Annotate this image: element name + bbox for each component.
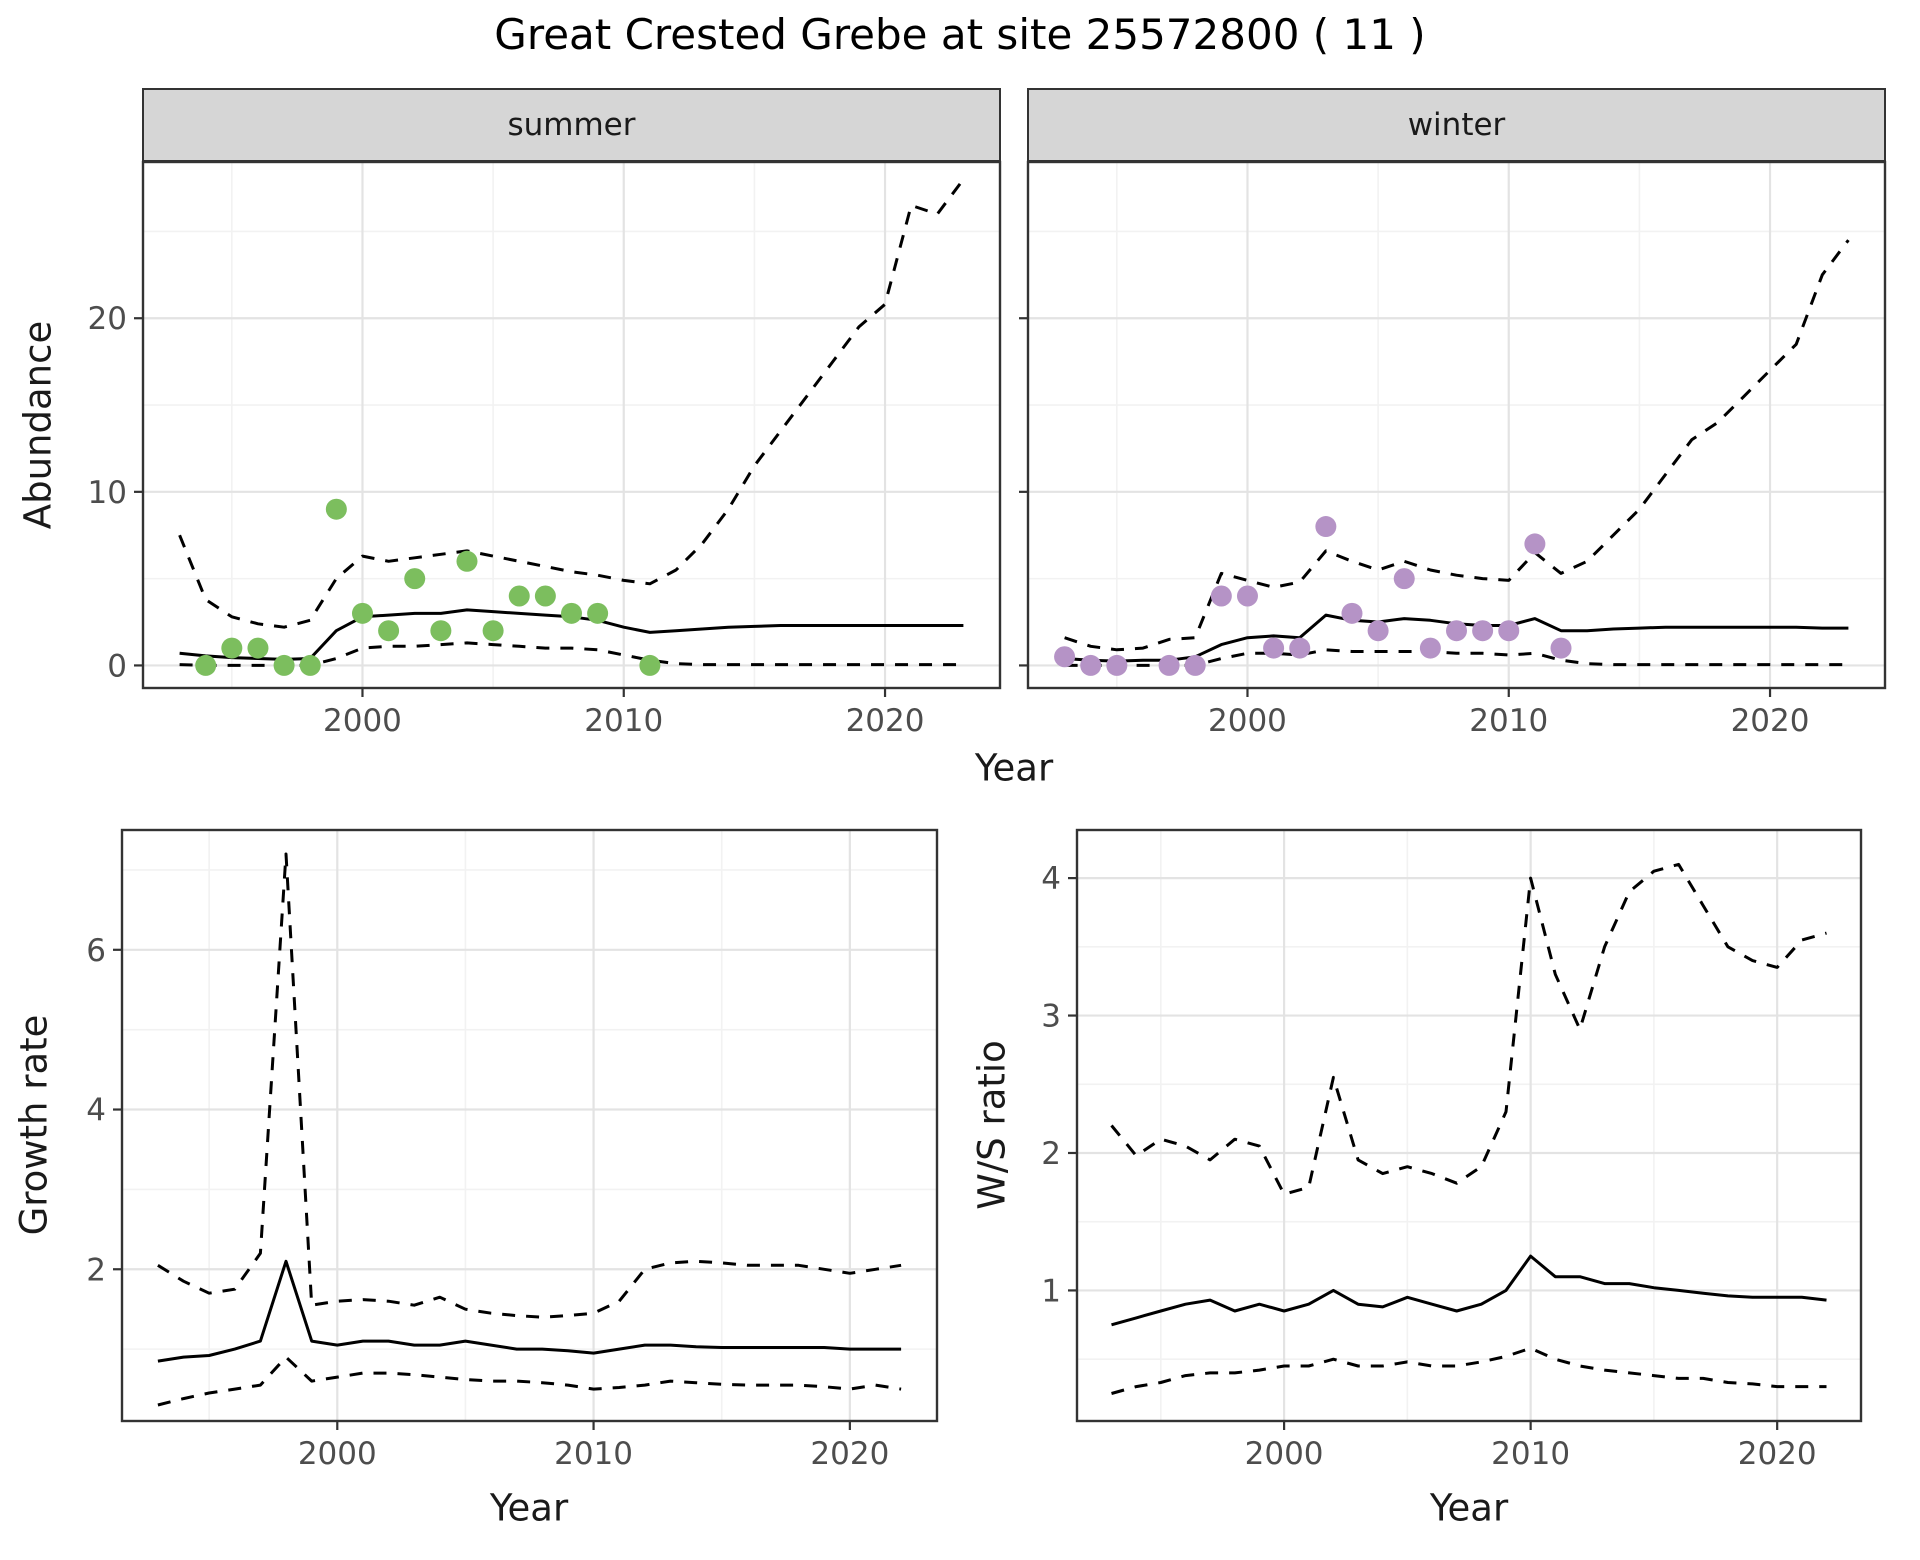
- svg-text:2: 2: [86, 1252, 106, 1288]
- svg-text:4: 4: [86, 1093, 106, 1129]
- svg-text:3: 3: [1041, 999, 1061, 1035]
- svg-text:4: 4: [1041, 861, 1061, 897]
- growth-rate-plot: 2000 2010 2020 2 4 6: [86, 828, 939, 1472]
- facet-strip-summer: summer: [142, 88, 1001, 162]
- facet-strip-winter: winter: [1027, 88, 1886, 162]
- summer-abundance-plot: 2000 2010 2020 0 10 20: [88, 160, 1002, 739]
- ws-year-axis-title: Year: [1429, 1486, 1509, 1530]
- growth-axis-title: Growth rate: [12, 1014, 56, 1236]
- growth-year-axis-title: Year: [489, 1486, 569, 1530]
- svg-text:2000: 2000: [323, 703, 402, 739]
- svg-text:2020: 2020: [810, 1436, 889, 1472]
- facet-strip-summer-label: summer: [507, 107, 636, 143]
- svg-text:6: 6: [86, 933, 106, 969]
- facet-strip-winter-label: winter: [1407, 107, 1506, 143]
- svg-text:2000: 2000: [1208, 703, 1287, 739]
- ws-axis-title: W/S ratio: [970, 1040, 1014, 1210]
- chart-title: Great Crested Grebe at site 25572800 ( 1…: [494, 10, 1426, 59]
- svg-text:2020: 2020: [846, 703, 925, 739]
- winter-abundance-plot: 2000 2010 2020: [1019, 160, 1887, 739]
- svg-text:1: 1: [1041, 1273, 1061, 1309]
- top-year-axis-title: Year: [974, 746, 1054, 790]
- svg-text:2020: 2020: [1738, 1436, 1817, 1472]
- svg-text:2020: 2020: [1731, 703, 1810, 739]
- svg-text:2010: 2010: [1469, 703, 1548, 739]
- svg-text:2010: 2010: [554, 1436, 633, 1472]
- svg-text:2: 2: [1041, 1136, 1061, 1172]
- svg-text:2000: 2000: [1245, 1436, 1324, 1472]
- abundance-axis-title: Abundance: [16, 320, 60, 530]
- svg-text:2010: 2010: [584, 703, 663, 739]
- ws-ratio-plot: 2000 2010 2020 1 2 3 4: [1041, 828, 1863, 1472]
- svg-text:0: 0: [107, 648, 127, 684]
- svg-text:2010: 2010: [1491, 1436, 1570, 1472]
- svg-text:2000: 2000: [298, 1436, 377, 1472]
- svg-text:20: 20: [88, 301, 127, 337]
- svg-text:10: 10: [88, 475, 127, 511]
